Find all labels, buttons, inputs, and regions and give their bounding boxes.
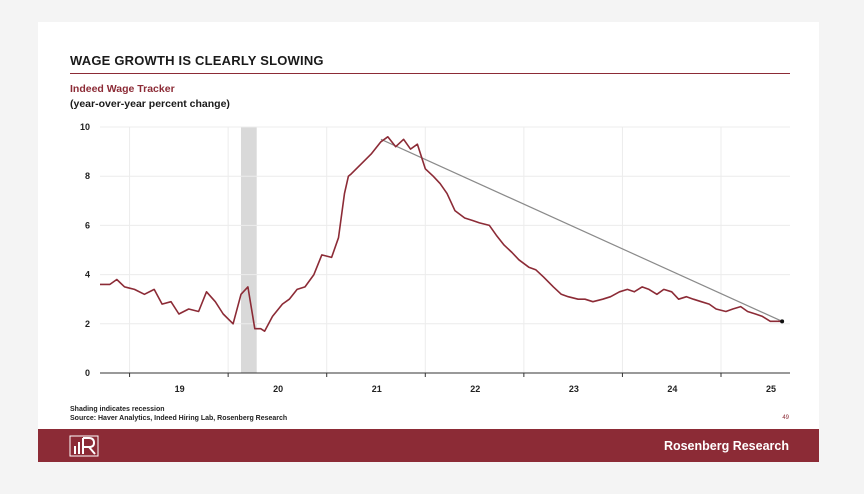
endpoint-marker (780, 319, 785, 324)
chart-subtitle: Indeed Wage Tracker (70, 83, 175, 95)
x-tick-label: 19 (175, 384, 185, 394)
x-tick-label: 20 (273, 384, 283, 394)
footer-bar: Rosenberg Research (38, 429, 819, 462)
x-tick-label: 23 (569, 384, 579, 394)
x-tick-label: 22 (470, 384, 480, 394)
y-tick-label: 10 (80, 122, 90, 132)
y-tick-label: 0 (85, 368, 90, 378)
y-tick-label: 6 (85, 220, 90, 230)
chart-units: (year-over-year percent change) (70, 98, 230, 110)
y-tick-label: 4 (85, 270, 90, 280)
source-note: Source: Haver Analytics, Indeed Hiring L… (70, 415, 288, 422)
x-tick-label: 21 (372, 384, 382, 394)
trend-line (380, 138, 783, 322)
x-tick-label: 25 (766, 384, 776, 394)
y-tick-label: 2 (85, 319, 90, 329)
page-title: WAGE GROWTH IS CLEARLY SLOWING (70, 53, 324, 68)
recession-note: Shading indicates recession (70, 406, 165, 413)
recession-band (240, 127, 257, 373)
wage-growth-line (100, 136, 783, 333)
y-tick-label: 8 (85, 171, 90, 181)
x-tick-label: 24 (667, 384, 677, 394)
page-number: 49 (782, 415, 789, 421)
rosenberg-logo-icon (69, 435, 99, 457)
title-rule (70, 73, 790, 74)
brand-name: Rosenberg Research (663, 439, 789, 453)
slide: WAGE GROWTH IS CLEARLY SLOWING Indeed Wa… (38, 22, 819, 462)
